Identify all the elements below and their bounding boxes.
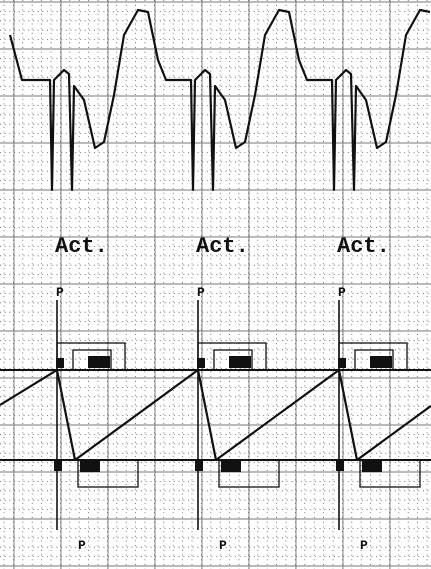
timing-marks [54,300,421,530]
lower-marker: P [360,538,368,553]
upper-block [88,356,110,368]
activity-label: Act. [55,234,108,259]
upper-block [370,356,392,368]
lower-block [221,461,241,472]
timing-ramp [0,368,431,462]
upper-tick [56,358,64,368]
upper-tick [338,358,346,368]
upper-marker: P [338,285,346,300]
upper-marker: P [197,285,205,300]
lower-tick [336,461,344,471]
upper-tick [197,358,205,368]
lower-block [362,461,382,472]
upper-marker: P [56,285,64,300]
ecg-trace [8,8,431,192]
lower-block [80,461,100,472]
lower-marker: P [78,538,86,553]
lower-tick [54,461,62,471]
activity-label: Act. [337,234,390,259]
upper-block [229,356,251,368]
lower-tick [195,461,203,471]
lower-marker: P [219,538,227,553]
activity-label: Act. [196,234,249,259]
